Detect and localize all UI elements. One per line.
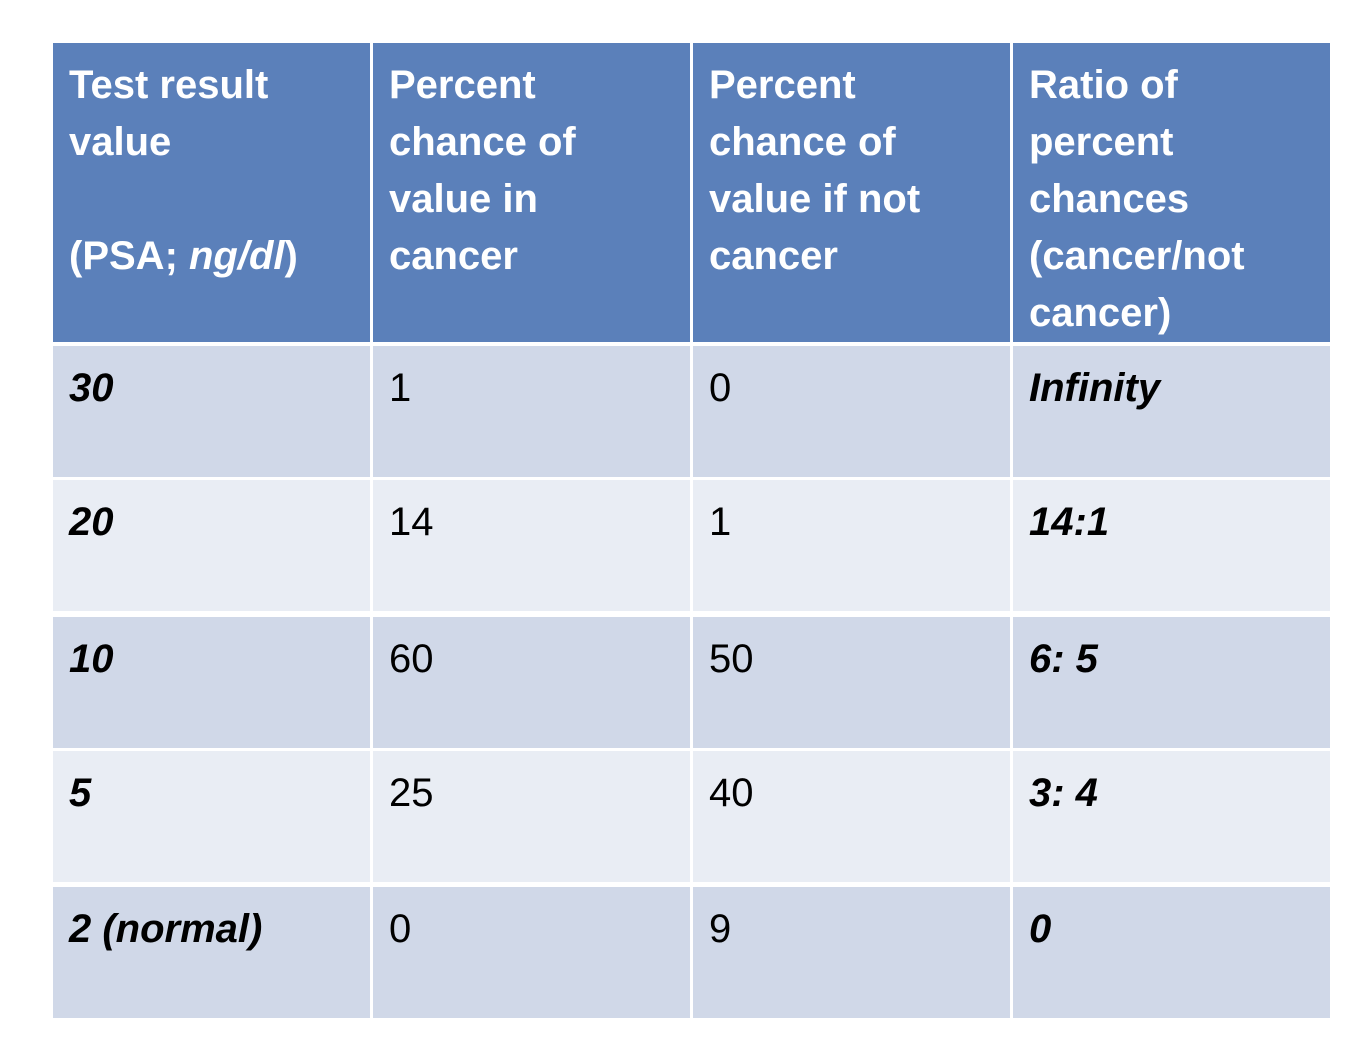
table-cell: 1 [693, 480, 1010, 611]
table-cell: 1 [373, 346, 690, 477]
header-cell: Percent chance of value in cancer [373, 43, 690, 342]
table-cell: 3: 4 [1013, 751, 1330, 882]
header-unit-part: ) [284, 234, 298, 278]
header-unit: (PSA; ng/dl) [69, 228, 354, 285]
table-cell: 10 [53, 617, 370, 748]
header-unit-part: ng/dl [189, 234, 285, 278]
table-cell: 40 [693, 751, 1010, 882]
table-cell: 14:1 [1013, 480, 1330, 611]
header-unit-part: (PSA; [69, 234, 189, 278]
table-cell: 2 (normal) [53, 887, 370, 1018]
header-text: Test result value [69, 63, 269, 164]
table-cell: Infinity [1013, 346, 1330, 477]
table-cell: 50 [693, 617, 1010, 748]
header-cell: Ratio of percent chances (cancer/not can… [1013, 43, 1330, 342]
table-cell: 14 [373, 480, 690, 611]
table-cell: 0 [373, 887, 690, 1018]
header-cell: Percent chance of value if not cancer [693, 43, 1010, 342]
table-cell: 30 [53, 346, 370, 477]
table-cell: 6: 5 [1013, 617, 1330, 748]
table-cell: 60 [373, 617, 690, 748]
table-cell: 9 [693, 887, 1010, 1018]
table: Test result value (PSA; ng/dl) Percent cha… [53, 43, 1333, 1018]
table-cell: 5 [53, 751, 370, 882]
table-cell: 20 [53, 480, 370, 611]
table-cell: 25 [373, 751, 690, 882]
table-cell: 0 [1013, 887, 1330, 1018]
table-cell: 0 [693, 346, 1010, 477]
header-cell: Test result value (PSA; ng/dl) [53, 43, 370, 342]
